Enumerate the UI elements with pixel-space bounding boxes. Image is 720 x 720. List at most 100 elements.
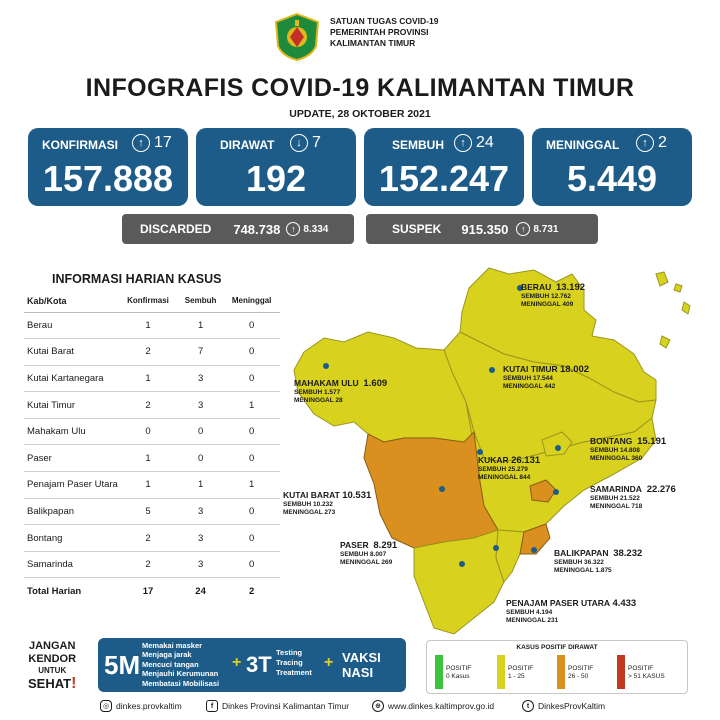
plus-icon: +	[232, 654, 242, 671]
region-bontang	[541, 431, 573, 457]
region-balikpapan	[519, 523, 551, 555]
table-row: Kutai Timur 2 3 1	[24, 391, 280, 419]
sembuh-delta-value: 24	[476, 134, 494, 151]
cell-sembuh: 0	[177, 418, 224, 446]
cell-kabkota: Paser	[24, 444, 118, 473]
sembuh-card: SEMBUH ↑ 24 152.247	[364, 128, 524, 206]
cell-kabkota: Penajam Paser Utara	[24, 471, 118, 499]
legend-item-1: POSITIF 1 - 25	[497, 655, 533, 689]
arrow-up-icon: ↑	[516, 222, 531, 236]
legend-item-3: POSITIF > 51 KASUS	[617, 655, 665, 689]
meninggal-delta-value: 2	[658, 134, 667, 151]
instagram-icon: ◎	[100, 700, 112, 712]
meninggal-value: 5.449	[566, 158, 658, 199]
cell-kabkota: Samarinda	[24, 551, 118, 579]
table-row: Penajam Paser Utara 1 1 1	[24, 471, 280, 499]
cell-konfirmasi: 2	[118, 551, 178, 579]
social-twitter[interactable]: t DinkesProvKaltim	[522, 700, 605, 712]
sembuh-label: SEMBUH	[392, 138, 445, 152]
island	[681, 301, 691, 315]
table-row: Berau 1 1 0	[24, 312, 280, 340]
dirawat-value: 192	[245, 158, 307, 199]
cell-meninggal: 0	[223, 312, 280, 340]
col-sembuh: Sembuh	[177, 290, 224, 313]
region-paser	[413, 529, 505, 635]
cell-kabkota: Kutai Kartanegara	[24, 365, 118, 393]
cell-kabkota: Mahakam Ulu	[24, 418, 118, 446]
table-total-row: Total Harian 17 24 2	[24, 578, 280, 605]
cell-sembuh: 3	[177, 498, 224, 526]
five-m-list: Memakai masker Menjaga jarak Mencuci tan…	[142, 641, 220, 688]
kaltim-map	[293, 267, 691, 635]
cell-konfirmasi: 1	[118, 312, 178, 340]
label-kutai-barat: KUTAI BARAT 10.531 SEMBUH 10.232 MENINGG…	[283, 490, 372, 516]
cell-konfirmasi: 17	[142, 585, 154, 597]
arrow-up-icon: ↑	[454, 134, 472, 152]
facebook-icon: f	[206, 700, 218, 712]
label-mahakam-ulu: MAHAKAM ULU 1.609 SEMBUH 1.577 MENINGGAL…	[294, 378, 388, 404]
discarded-delta: 8.334	[303, 223, 329, 235]
dirawat-delta: ↓ 7	[290, 134, 321, 152]
table-row: Paser 1 0 0	[24, 444, 280, 473]
cell-kabkota: Kutai Timur	[24, 391, 118, 419]
cell-meninggal: 0	[223, 444, 280, 473]
cell-kabkota: Total Harian	[27, 585, 82, 597]
konfirmasi-delta-value: 17	[154, 134, 172, 151]
three-t-list: Testing Tracing Treatment	[276, 648, 312, 677]
cell-kabkota: Balikpapan	[24, 498, 118, 526]
arrow-up-icon: ↑	[636, 134, 654, 152]
cell-konfirmasi: 1	[118, 471, 178, 499]
label-kutai-timur: KUTAI TIMUR 18.002 SEMBUH 17.544 MENINGG…	[503, 364, 590, 390]
col-kabkota: Kab/Kota	[24, 290, 118, 313]
provincial-emblem-icon	[272, 12, 322, 62]
arrow-up-icon: ↑	[132, 134, 150, 152]
konfirmasi-delta: ↑ 17	[132, 134, 172, 152]
cell-konfirmasi: 5	[118, 498, 178, 526]
discarded-value: 748.738	[233, 221, 281, 237]
cell-meninggal: 1	[223, 471, 280, 499]
cell-sembuh: 3	[177, 365, 224, 393]
cell-konfirmasi: 2	[118, 391, 178, 419]
konfirmasi-label: KONFIRMASI	[42, 138, 118, 152]
cell-meninggal: 2	[248, 585, 255, 597]
label-penajam-paser-utara: PENAJAM PASER UTARA 4.433 SEMBUH 4.194 M…	[506, 598, 637, 624]
island	[655, 271, 669, 287]
update-date: UPDATE, 28 OKTOBER 2021	[289, 108, 431, 120]
suspek-delta: 8.731	[533, 223, 559, 235]
page-title: INFOGRAFIS COVID-19 KALIMANTAN TIMUR	[85, 74, 635, 102]
col-konfirmasi: Konfirmasi	[118, 290, 178, 313]
org-line-3: KALIMANTAN TIMUR	[330, 38, 416, 48]
social-facebook[interactable]: f Dinkes Provinsi Kalimantan Timur	[206, 700, 349, 712]
social-web[interactable]: ⊕ www.dinkes.kaltimprov.go.id	[372, 700, 494, 712]
meninggal-delta: ↑ 2	[636, 134, 667, 152]
social-instagram[interactable]: ◎ dinkes.provkaltim	[100, 700, 182, 712]
table-row: Kutai Barat 2 7 0	[24, 338, 280, 366]
map-legend: KASUS POSITIF DIRAWAT POSITIF 0 Kasus POS…	[426, 640, 688, 694]
meninggal-card: MENINGGAL ↑ 2 5.449	[532, 128, 692, 206]
cell-sembuh: 7	[177, 338, 224, 366]
cell-kabkota: Bontang	[24, 524, 118, 552]
label-paser: PASER 8.291 SEMBUH 8.007 MENINGGAL 269	[340, 540, 398, 566]
island	[659, 335, 671, 349]
suspek-pill: SUSPEK 915.350 ↑ 8.731	[366, 214, 598, 244]
cell-meninggal: 0	[223, 418, 280, 446]
cell-konfirmasi: 0	[118, 418, 178, 446]
cell-meninggal: 0	[223, 524, 280, 552]
cell-konfirmasi: 1	[118, 444, 178, 473]
cell-meninggal: 0	[223, 551, 280, 579]
plus-icon: +	[324, 654, 334, 671]
table-title: INFORMASI HARIAN KASUS	[52, 272, 222, 286]
cell-meninggal: 0	[223, 498, 280, 526]
region-samarinda	[529, 479, 557, 503]
island	[673, 283, 683, 293]
label-balikpapan: BALIKPAPAN 38.232 SEMBUH 36.322 MENINGGA…	[554, 548, 643, 574]
legend-title: KASUS POSITIF DIRAWAT	[516, 644, 598, 651]
label-samarinda: SAMARINDA 22.276 SEMBUH 21.522 MENINGGAL…	[590, 484, 676, 510]
table-row: Balikpapan 5 3 0	[24, 498, 280, 526]
arrow-up-icon: ↑	[286, 222, 301, 236]
suspek-value: 915.350	[461, 221, 509, 237]
table-row: Bontang 2 3 0	[24, 524, 280, 552]
label-kukar: KUKAR 26.131 SEMBUH 25.279 MENINGGAL 844	[478, 455, 541, 481]
discarded-pill: DISCARDED 748.738 ↑ 8.334	[122, 214, 354, 244]
table-row: Kutai Kartanegara 1 3 0	[24, 365, 280, 393]
